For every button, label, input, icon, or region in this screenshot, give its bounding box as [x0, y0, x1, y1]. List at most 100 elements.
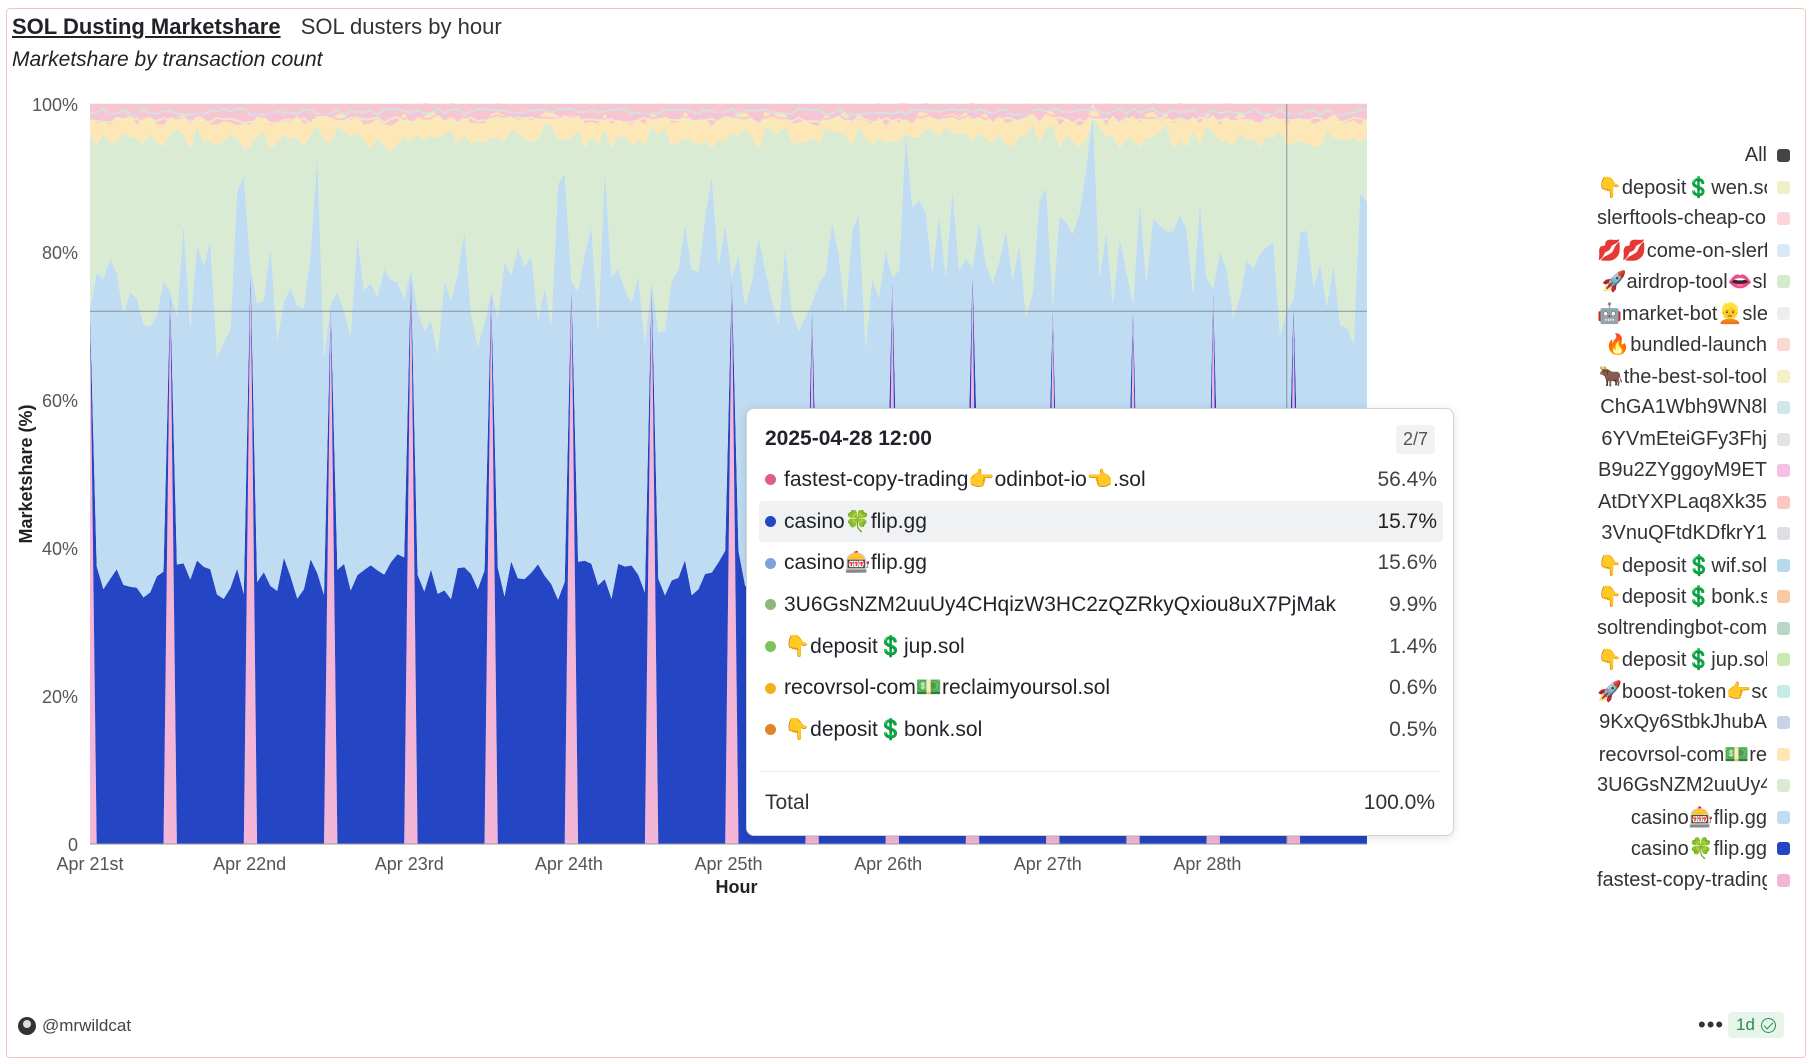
series-color-dot — [765, 641, 776, 653]
author-name: @mrwildcat — [42, 1016, 132, 1035]
tooltip-timestamp: 2025-04-28 12:00 — [765, 427, 932, 450]
more-options-button[interactable]: ••• — [1698, 1012, 1725, 1037]
avatar — [18, 1017, 36, 1035]
legend-item-label: AtDtYXPLaq8Xk35 — [1598, 490, 1767, 513]
tooltip-rows: fastest-copy-trading👉odinbot-io👈.sol 56.4… — [759, 459, 1443, 751]
legend-item[interactable]: 👇deposit💲wif.sol — [1580, 550, 1790, 582]
legend-item-label: 🐂the-best-sol-tool — [1598, 365, 1767, 388]
tooltip-series-name: 👇deposit💲jup.sol — [784, 634, 965, 658]
legend-item-swatch — [1777, 716, 1790, 730]
legend-item[interactable]: fastest-copy-trading — [1580, 865, 1790, 897]
tooltip-page-indicator[interactable]: 2/7 — [1395, 425, 1435, 454]
series-color-dot — [765, 682, 776, 694]
legend-item-swatch — [1777, 779, 1790, 793]
legend-item-swatch — [1777, 338, 1790, 352]
legend-item[interactable]: 🐂the-best-sol-tool — [1580, 361, 1790, 393]
tooltip-series-name: 3U6GsNZM2uuUy4CHqizW3HC2zQZRkyQxiou8uX7P… — [784, 592, 1336, 616]
legend-item-label: 9KxQy6StbkJhubA — [1599, 711, 1767, 734]
x-tick-label: Apr 25th — [694, 854, 762, 874]
legend-item[interactable]: slerftools-cheap-copy — [1580, 203, 1790, 235]
legend-item[interactable]: 3U6GsNZM2uuUy4 — [1580, 770, 1790, 802]
legend-item-label: 👇deposit💲wen.sol — [1597, 176, 1767, 199]
legend-item-swatch — [1777, 747, 1790, 761]
legend-item[interactable]: 👇deposit💲wen.sol — [1580, 172, 1790, 204]
tooltip-row: casino🍀flip.gg 15.7% — [759, 500, 1443, 543]
legend-item-label: B9u2ZYggoyM9ET — [1598, 459, 1767, 482]
tooltip-total-label: Total — [765, 791, 810, 814]
tooltip-divider — [759, 771, 1441, 772]
legend-item-label: ChGA1Wbh9WN8l — [1600, 396, 1767, 419]
area-series-3 — [90, 114, 1367, 358]
legend-item[interactable]: soltrendingbot-com — [1580, 613, 1790, 645]
legend-item-swatch — [1777, 527, 1790, 541]
author-link[interactable]: @mrwildcat — [18, 1016, 131, 1036]
legend-item-swatch — [1777, 369, 1790, 383]
tooltip-series-name: 👇deposit💲bonk.sol — [784, 717, 983, 741]
legend-item-label: soltrendingbot-com — [1597, 616, 1767, 639]
legend-item[interactable]: casino🍀flip.gg — [1580, 833, 1790, 865]
legend-item[interactable]: 6YVmEteiGFy3Fhj — [1580, 424, 1790, 456]
legend-item-swatch — [1777, 810, 1790, 824]
legend-item-swatch — [1777, 495, 1790, 509]
x-tick-label: Apr 28th — [1173, 854, 1241, 874]
tooltip-series-value: 15.7% — [1377, 509, 1437, 533]
legend-item-label: 🔥bundled-launch — [1605, 334, 1767, 357]
legend-item-swatch — [1777, 275, 1790, 289]
y-axis-title: Marketshare (%) — [16, 404, 36, 543]
legend-item-swatch — [1777, 621, 1790, 635]
tooltip-row: recovrsol-com💵reclaimyoursol.sol 0.6% — [759, 667, 1443, 709]
tooltip-total-value: 100.0% — [1363, 791, 1435, 814]
legend-item-swatch — [1777, 306, 1790, 320]
series-color-dot — [765, 599, 776, 611]
tooltip-row: 3U6GsNZM2uuUy4CHqizW3HC2zQZRkyQxiou8uX7P… — [759, 584, 1443, 626]
legend-item-swatch — [1777, 873, 1790, 887]
legend-item[interactable]: B9u2ZYggoyM9ET — [1580, 455, 1790, 487]
legend-item-label: 3U6GsNZM2uuUy4 — [1597, 774, 1767, 797]
legend-item-swatch — [1777, 180, 1790, 194]
legend-item[interactable]: 🚀airdrop-tool👄sl — [1580, 266, 1790, 298]
legend-item[interactable]: 9KxQy6StbkJhubA — [1580, 707, 1790, 739]
legend-item-all[interactable]: All — [1580, 140, 1790, 172]
legend-item[interactable]: 🤖market-bot👱sle — [1580, 298, 1790, 330]
check-circle-icon — [1760, 1017, 1776, 1033]
legend-item[interactable]: ChGA1Wbh9WN8l — [1580, 392, 1790, 424]
series-color-dot — [765, 557, 776, 569]
legend-item[interactable]: casino🎰flip.gg — [1580, 802, 1790, 834]
legend-item[interactable]: 👇deposit💲jup.sol — [1580, 644, 1790, 676]
legend-item[interactable]: recovrsol-com💵re — [1580, 739, 1790, 771]
legend-item-swatch — [1777, 684, 1790, 698]
tooltip-series-name: fastest-copy-trading👉odinbot-io👈.sol — [784, 467, 1146, 491]
legend-item-swatch — [1777, 212, 1790, 226]
legend-item[interactable]: 👇deposit💲bonk.sol — [1580, 581, 1790, 613]
tooltip-series-name: casino🎰flip.gg — [784, 551, 927, 575]
legend-item-swatch — [1777, 401, 1790, 415]
legend-item-label: recovrsol-com💵re — [1598, 743, 1767, 766]
series-color-dot — [765, 516, 776, 528]
legend-item-swatch — [1777, 243, 1790, 257]
y-tick-label: 0 — [68, 835, 78, 855]
legend-item[interactable]: 3VnuQFtdKDfkrY1 — [1580, 518, 1790, 550]
tooltip-series-value: 15.6% — [1377, 551, 1437, 575]
tooltip-series-value: 56.4% — [1377, 467, 1437, 491]
legend-item-swatch — [1777, 590, 1790, 604]
legend-item[interactable]: AtDtYXPLaq8Xk35 — [1580, 487, 1790, 519]
x-tick-label: Apr 23rd — [375, 854, 444, 874]
legend-item[interactable]: 🔥bundled-launch — [1580, 329, 1790, 361]
legend-item-swatch — [1777, 432, 1790, 446]
tooltip-series-value: 1.4% — [1389, 634, 1437, 658]
chart-title-link[interactable]: SOL Dusting Marketshare — [12, 14, 281, 39]
legend-item-label: 🤖market-bot👱sle — [1597, 302, 1767, 325]
tooltip-series-name: recovrsol-com💵reclaimyoursol.sol — [784, 676, 1111, 700]
x-axis-title: Hour — [716, 877, 758, 897]
chart-subtitle: SOL dusters by hour — [300, 14, 502, 39]
legend-item-label: 👇deposit💲jup.sol — [1597, 649, 1767, 672]
y-tick-label: 60% — [42, 391, 78, 411]
area-series-0 — [90, 267, 1367, 845]
legend-item-swatch — [1777, 558, 1790, 572]
tooltip-series-name: casino🍀flip.gg — [784, 509, 927, 533]
refresh-interval-badge[interactable]: 1d — [1728, 1012, 1784, 1038]
x-tick-label: Apr 24th — [535, 854, 603, 874]
legend-item-label: 3VnuQFtdKDfkrY1 — [1601, 522, 1767, 545]
legend-item[interactable]: 🚀boost-token👉sol — [1580, 676, 1790, 708]
legend-item[interactable]: 💋💋come-on-slerf — [1580, 235, 1790, 267]
